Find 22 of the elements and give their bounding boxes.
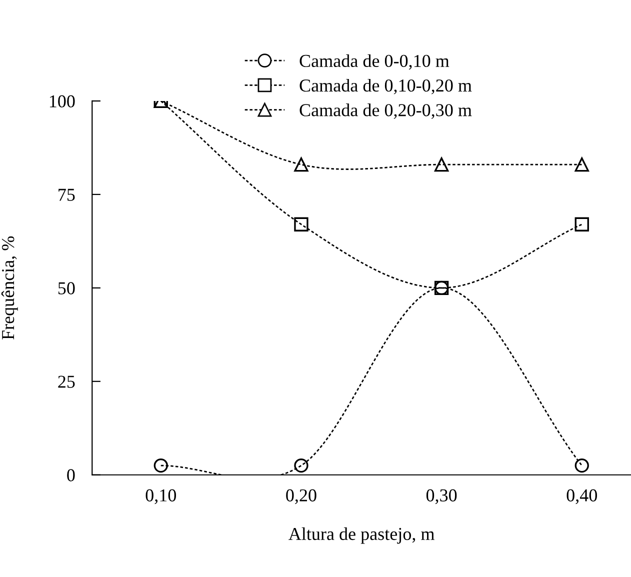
x-tick-label: 0,30 xyxy=(426,489,457,504)
y-tick-label: 75 xyxy=(58,188,75,201)
y-tick-label: 50 xyxy=(58,282,75,294)
y-axis-title: Frequência, % xyxy=(1,236,18,340)
point xyxy=(294,157,308,172)
legend-label: Camada de 0,20-0,30 m xyxy=(300,104,472,119)
x-tick-label: 0,40 xyxy=(566,489,597,504)
y-tick-label: 100 xyxy=(50,95,75,108)
x-axis-title: Altura de pastejo, m xyxy=(288,527,434,544)
y-tick-label: 0 xyxy=(67,469,75,482)
point xyxy=(434,157,449,172)
point xyxy=(294,217,308,232)
point xyxy=(574,458,589,473)
point xyxy=(574,157,589,172)
y-tick-label: 25 xyxy=(58,376,75,388)
point xyxy=(154,458,168,473)
x-tick-label: 0,20 xyxy=(286,489,316,504)
point xyxy=(574,217,589,232)
legend-label: Camada de 0,10-0,20 m xyxy=(300,78,472,94)
point xyxy=(294,458,308,473)
x-tick-label: 0,10 xyxy=(146,489,176,504)
legend-label: Camada de 0-0,10 m xyxy=(300,54,450,70)
